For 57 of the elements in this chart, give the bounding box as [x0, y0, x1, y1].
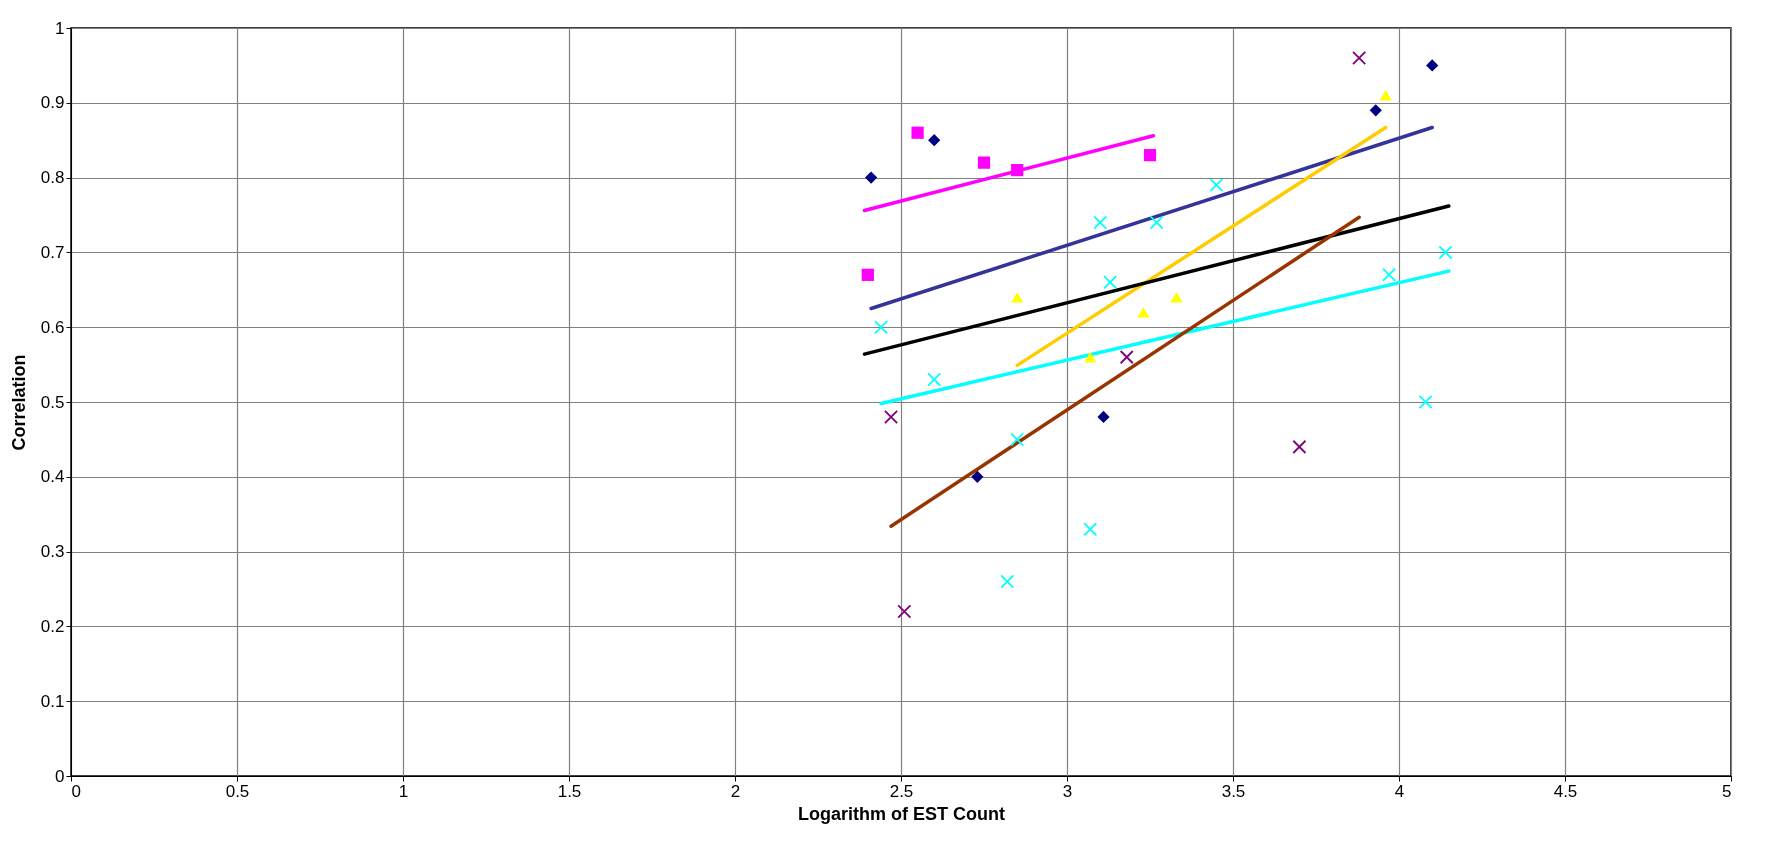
y-tick-label: 0.7 [40, 242, 65, 262]
point [874, 320, 889, 335]
point [1418, 394, 1433, 410]
x-tick-label: 1 [398, 781, 409, 801]
point [1438, 245, 1453, 260]
point [1137, 306, 1150, 318]
y-axis-title: Correlation [8, 354, 29, 451]
point [1209, 178, 1224, 193]
point [1011, 164, 1024, 177]
point [1369, 104, 1382, 117]
y-tick-label: 0 [55, 766, 65, 786]
point [897, 604, 912, 619]
point [1011, 291, 1024, 303]
x-tick-label: 2.5 [889, 781, 914, 801]
point [1084, 351, 1097, 363]
point [1000, 574, 1015, 589]
point [1292, 439, 1307, 454]
point [971, 470, 984, 483]
point [1426, 59, 1439, 72]
x-tick-label: 3 [1062, 781, 1073, 801]
x-tick-label: 0.5 [225, 781, 250, 801]
point [1379, 90, 1392, 101]
point [1352, 50, 1367, 65]
point [928, 134, 941, 147]
point [911, 126, 924, 139]
x-tick-label: 5 [1722, 781, 1732, 801]
y-tick-label: 0.8 [40, 168, 65, 188]
y-tick-label: 1 [55, 18, 65, 38]
x-tick-label: 2 [730, 781, 741, 801]
x-tick-label: 0 [71, 781, 81, 801]
point [1382, 267, 1397, 282]
x-axis-title: Logarithm of EST Count [798, 803, 1005, 824]
point [865, 171, 878, 184]
point [1119, 350, 1134, 365]
point [1097, 410, 1110, 424]
point [884, 409, 899, 424]
y-tick-label: 0.5 [40, 392, 65, 412]
point [977, 156, 991, 169]
point [1149, 215, 1164, 230]
y-tick-label: 0.2 [40, 616, 65, 636]
x-tick-label: 3.5 [1221, 781, 1246, 801]
x-tick-label: 4.5 [1553, 781, 1578, 801]
point [1170, 291, 1183, 303]
point [1093, 215, 1108, 230]
y-tick-label: 0.4 [40, 467, 65, 487]
y-tick-label: 0.9 [40, 93, 65, 113]
point [1083, 522, 1098, 537]
point [1143, 149, 1157, 162]
point [1103, 275, 1118, 290]
point [861, 268, 874, 281]
point [927, 372, 942, 387]
x-tick-label: 4 [1394, 781, 1405, 801]
x-tick-label: 1.5 [557, 781, 582, 801]
point [1010, 432, 1025, 447]
y-tick-label: 0.1 [40, 691, 65, 711]
y-tick-label: 0.6 [40, 317, 65, 337]
y-tick-label: 0.3 [40, 542, 65, 562]
